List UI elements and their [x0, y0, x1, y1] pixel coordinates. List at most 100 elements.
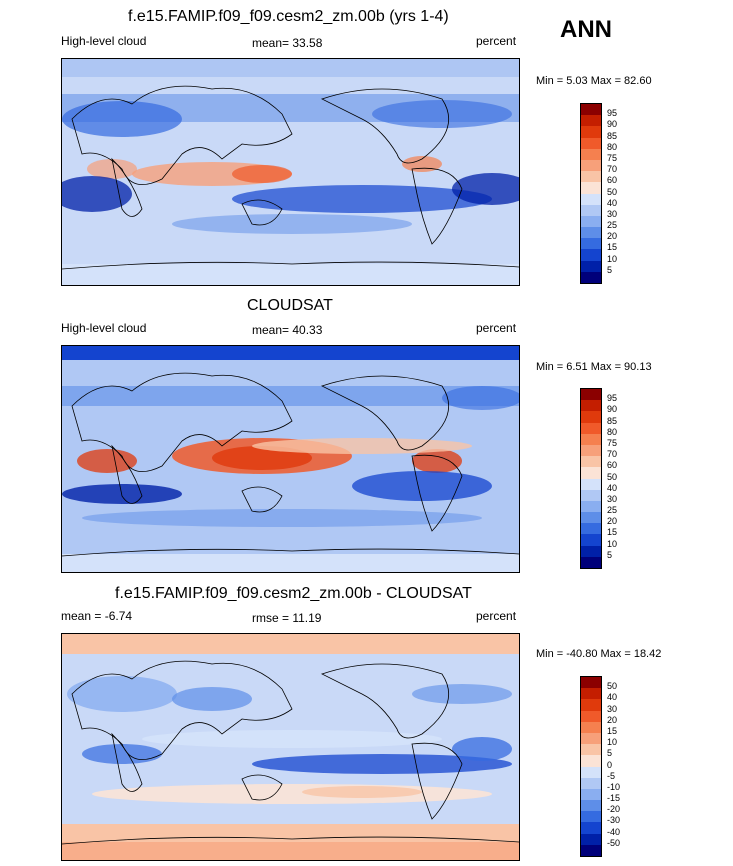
colorbar-segment: [581, 182, 601, 194]
colorbar-tick-label: 10: [607, 253, 618, 264]
season-label: ANN: [560, 16, 612, 43]
colorbar-segment: [581, 478, 601, 490]
colorbar-tick-label: 85: [607, 415, 618, 426]
colorbar-segment: [581, 467, 601, 479]
colorbar-segment: [581, 822, 601, 834]
colorbar-segment: [581, 238, 601, 250]
colorbar-segment: [581, 688, 601, 700]
colorbar-tick-label: -15: [607, 793, 621, 804]
panel1-minmax: Min = 5.03 Max = 82.60: [536, 75, 652, 87]
colorbar-tick-label: 95: [607, 393, 618, 404]
colorbar-segment: [581, 677, 601, 689]
panel1-colorbar: [580, 103, 602, 284]
colorbar-tick-label: 40: [607, 197, 618, 208]
colorbar-tick-label: -20: [607, 804, 621, 815]
colorbar-segment: [581, 104, 601, 116]
panel1-title: f.e15.FAMIP.f09_f09.cesm2_zm.00b (yrs 1-…: [128, 8, 449, 25]
panel3-mean: mean = -6.74: [61, 609, 133, 623]
panel1-variable-label: High-level cloud: [61, 34, 147, 48]
colorbar-segment: [581, 215, 601, 228]
colorbar-segment: [581, 534, 601, 546]
colorbar-tick-label: 30: [607, 703, 618, 714]
panel1-units: percent: [476, 34, 517, 48]
colorbar-tick-label: 5: [607, 748, 613, 759]
panel3-title: f.e15.FAMIP.f09_f09.cesm2_zm.00b - CLOUD…: [115, 585, 472, 602]
panel3-map: [61, 633, 520, 861]
colorbar-segment: [581, 500, 601, 513]
colorbar-tick-label: -5: [607, 770, 616, 781]
panel2-title: CLOUDSAT: [247, 297, 333, 314]
colorbar-segment: [581, 411, 601, 423]
colorbar-segment: [581, 444, 601, 457]
panel2-units: percent: [476, 321, 517, 335]
panel3-minmax: Min = -40.80 Max = 18.42: [536, 648, 662, 660]
colorbar-segment: [581, 755, 601, 767]
colorbar-tick-label: -40: [607, 826, 621, 837]
colorbar-segment: [581, 699, 601, 711]
colorbar-segment: [581, 400, 601, 412]
colorbar-tick-label: 5: [607, 264, 613, 275]
colorbar-tick-label: -10: [607, 781, 621, 792]
colorbar-segment: [581, 193, 601, 205]
panel3-units: percent: [476, 609, 517, 623]
colorbar-segment: [581, 227, 601, 239]
colorbar-segment: [581, 800, 601, 812]
colorbar-tick-label: 20: [607, 231, 618, 242]
panel2-map: [61, 345, 520, 573]
colorbar-tick-label: 15: [607, 725, 618, 736]
colorbar-segment: [581, 744, 601, 756]
colorbar-tick-label: 90: [607, 404, 618, 415]
panel1-mean: mean= 33.58: [252, 36, 323, 50]
colorbar-segment: [581, 766, 601, 778]
colorbar-tick-label: 70: [607, 164, 618, 175]
colorbar-segment: [581, 844, 601, 856]
panel1-map: [61, 58, 520, 286]
colorbar-tick-label: 30: [607, 208, 618, 219]
panel2-minmax: Min = 6.51 Max = 90.13: [536, 361, 652, 373]
colorbar-segment: [581, 115, 601, 127]
colorbar-tick-label: 70: [607, 449, 618, 460]
colorbar-tick-label: 10: [607, 737, 618, 748]
panel3-rmse: rmse = 11.19: [252, 611, 322, 625]
panel3-map-svg: [62, 634, 519, 860]
colorbar-segment: [581, 126, 601, 138]
colorbar-tick-label: 0: [607, 759, 613, 770]
colorbar-tick-label: 80: [607, 426, 618, 437]
colorbar-segment: [581, 833, 601, 845]
colorbar-tick-label: 25: [607, 505, 618, 516]
colorbar-tick-label: 10: [607, 538, 618, 549]
panel2-map-svg: [62, 346, 519, 572]
colorbar-segment: [581, 523, 601, 535]
colorbar-tick-label: 50: [607, 186, 618, 197]
colorbar-segment: [581, 148, 601, 160]
panel2-colorbar: [580, 388, 602, 569]
colorbar-tick-label: 5: [607, 549, 613, 560]
colorbar-tick-label: 20: [607, 714, 618, 725]
colorbar-segment: [581, 204, 601, 216]
panel2-mean: mean= 40.33: [252, 323, 323, 337]
colorbar-segment: [581, 271, 601, 283]
colorbar-segment: [581, 777, 601, 789]
colorbar-segment: [581, 422, 601, 434]
colorbar-segment: [581, 710, 601, 722]
panel3-colorbar: [580, 676, 602, 857]
colorbar-segment: [581, 456, 601, 468]
colorbar-segment: [581, 249, 601, 261]
colorbar-tick-label: 20: [607, 516, 618, 527]
colorbar-segment: [581, 732, 601, 745]
colorbar-segment: [581, 489, 601, 501]
colorbar-segment: [581, 159, 601, 172]
colorbar-segment: [581, 811, 601, 823]
colorbar-segment: [581, 721, 601, 733]
colorbar-tick-label: 15: [607, 242, 618, 253]
colorbar-tick-label: 50: [607, 471, 618, 482]
colorbar-tick-label: 75: [607, 152, 618, 163]
colorbar-segment: [581, 512, 601, 524]
colorbar-segment: [581, 137, 601, 149]
colorbar-segment: [581, 788, 601, 801]
colorbar-tick-label: 60: [607, 460, 618, 471]
colorbar-tick-label: 60: [607, 175, 618, 186]
colorbar-tick-label: 40: [607, 482, 618, 493]
colorbar-tick-label: -30: [607, 815, 621, 826]
colorbar-tick-label: 25: [607, 220, 618, 231]
